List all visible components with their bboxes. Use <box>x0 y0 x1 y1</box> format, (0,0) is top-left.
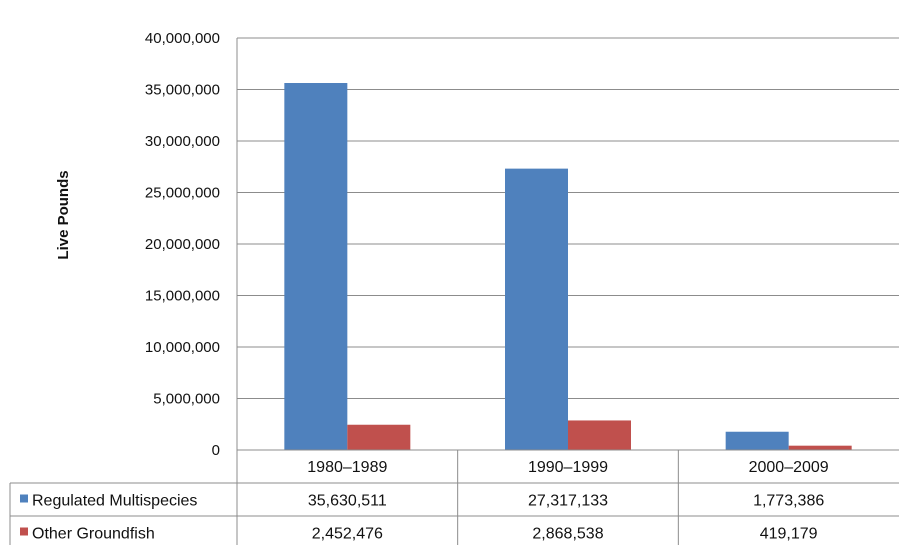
bar-regulated-multispecies-2 <box>725 431 789 450</box>
data-label: 1,773,386 <box>753 493 824 510</box>
data-label: 27,317,133 <box>528 493 608 510</box>
y-axis: 0 5,000,000 10,000,000 15,000,000 20,000,000… <box>145 30 238 459</box>
y-tick-label: 5,000,000 <box>153 391 220 408</box>
y-tick-label: 20,000,000 <box>145 236 220 253</box>
bar-other-groundfish-1 <box>568 420 631 450</box>
legend-key <box>20 494 28 503</box>
data-label: 2,452,476 <box>312 526 383 543</box>
category-label: 1980–1989 <box>307 459 387 476</box>
y-tick-label: 10,000,000 <box>145 339 220 356</box>
bar-other-groundfish-0 <box>347 424 411 450</box>
legend-key <box>20 527 28 536</box>
data-label: 35,630,511 <box>308 493 387 510</box>
data-label: 2,868,538 <box>532 526 603 543</box>
y-tick-label: 40,000,000 <box>145 30 220 47</box>
y-tick-label: 35,000,000 <box>145 82 220 99</box>
bars <box>284 83 852 450</box>
series-name: Regulated Multispecies <box>32 493 197 510</box>
series-name: Other Groundfish <box>32 526 155 543</box>
bar-other-groundfish-2 <box>788 445 852 450</box>
category-label: 1990–1999 <box>528 459 608 476</box>
data-table: 1980–1989 1990–1999 2000–2009 Regulated Mul… <box>9 449 899 545</box>
y-tick-label: 25,000,000 <box>145 185 220 202</box>
y-tick-label: 30,000,000 <box>145 133 220 150</box>
y-tick-label: 0 <box>212 442 220 459</box>
y-tick-label: 15,000,000 <box>145 288 220 305</box>
data-label: 419,179 <box>760 526 818 543</box>
bar-regulated-multispecies-1 <box>505 168 568 450</box>
bar-regulated-multispecies-0 <box>284 83 348 450</box>
category-label: 2000–2009 <box>749 459 829 476</box>
y-axis-label: Live Pounds <box>55 170 72 259</box>
